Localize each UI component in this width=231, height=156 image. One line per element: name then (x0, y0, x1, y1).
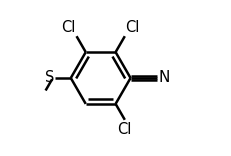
Text: S: S (45, 71, 55, 85)
Text: N: N (158, 71, 169, 85)
Text: Cl: Cl (117, 122, 131, 137)
Text: Cl: Cl (125, 20, 139, 35)
Text: Cl: Cl (61, 20, 76, 35)
